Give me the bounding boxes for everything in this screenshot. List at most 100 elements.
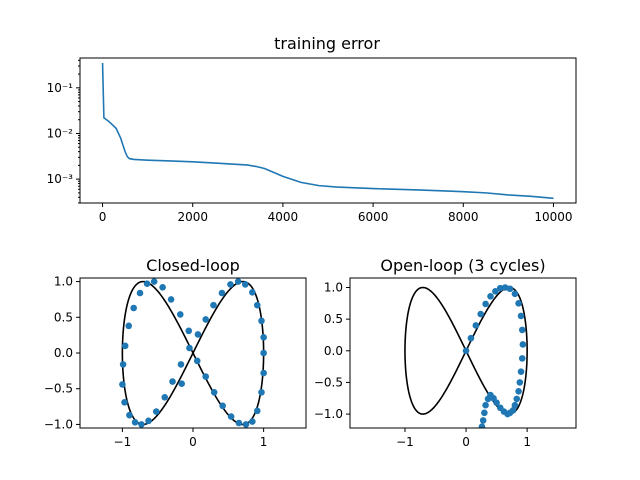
data-point — [130, 304, 137, 312]
data-point — [479, 417, 487, 424]
data-point — [467, 334, 475, 342]
axes-frame — [349, 277, 577, 429]
y-tick-label: 10⁻³ — [47, 172, 74, 186]
y-tick-label: −0.5 — [314, 375, 343, 389]
y-tick-label: −0.5 — [44, 382, 73, 396]
y-tick-label: 1.0 — [324, 280, 343, 294]
data-point — [515, 300, 522, 307]
data-point — [150, 278, 158, 285]
x-tick-label: 1 — [523, 435, 531, 449]
data-point — [227, 281, 234, 288]
data-point — [506, 285, 514, 293]
data-point — [492, 287, 499, 295]
data-point — [496, 404, 504, 412]
data-point — [126, 411, 133, 419]
training-error-panel: training error 0 2000 4000 6000 8000 10000 10⁻… — [47, 34, 577, 224]
x-tick-label: −1 — [114, 435, 132, 449]
data-point — [515, 387, 522, 395]
x-tick-label: 2000 — [177, 210, 208, 224]
data-point — [131, 418, 139, 426]
data-point — [478, 423, 486, 428]
y-tick-label: −1.0 — [314, 407, 343, 421]
data-point — [511, 401, 519, 409]
data-point — [194, 331, 202, 338]
x-tick-label: 1 — [260, 435, 268, 449]
chart-title: Open-loop (3 cycles) — [380, 256, 545, 275]
ticks-group: −1 0 1 −1.0 −0.5 0.0 0.5 1.0 — [44, 275, 268, 449]
data-point — [219, 402, 226, 410]
closed-loop-panel: Closed-loop −1 0 1 −1.0 −0.5 0.0 0.5 1.0 — [44, 256, 307, 449]
data-point — [227, 413, 235, 420]
x-tick-label: 10000 — [534, 210, 572, 224]
x-tick-label: 0 — [189, 435, 197, 449]
data-point — [249, 288, 256, 296]
plot-area — [119, 278, 267, 428]
y-tick-label: 0.5 — [54, 310, 73, 324]
y-tick-label: 0.0 — [324, 344, 343, 358]
data-point — [481, 409, 488, 417]
data-point — [119, 361, 127, 368]
data-point — [145, 417, 152, 425]
plot-area — [101, 62, 554, 200]
data-point — [260, 369, 267, 377]
x-tick-label: 0 — [99, 210, 107, 224]
y-tick-label: 0.0 — [54, 346, 73, 360]
data-point — [169, 378, 176, 385]
axes-frame — [79, 277, 307, 429]
reference-curve — [121, 280, 265, 426]
data-point — [482, 401, 489, 409]
data-point — [518, 326, 526, 334]
data-point — [177, 361, 185, 368]
y-tick-label: 1.0 — [54, 275, 73, 289]
data-point — [176, 311, 184, 318]
data-point — [152, 408, 160, 415]
x-tick-label: 0 — [462, 435, 470, 449]
data-point — [202, 373, 210, 380]
data-point — [234, 278, 242, 285]
data-point — [477, 310, 485, 318]
y-tick-label: 0.5 — [324, 312, 343, 326]
data-point — [519, 341, 527, 348]
data-point — [185, 327, 193, 335]
data-point — [193, 357, 201, 365]
chart-title: Closed-loop — [146, 256, 240, 275]
ticks-group: −1 0 1 −1.0 −0.5 0.0 0.5 1.0 — [314, 280, 531, 449]
data-point — [125, 322, 133, 330]
x-tick-label: 4000 — [268, 210, 299, 224]
data-point — [487, 293, 494, 300]
data-point — [121, 342, 129, 350]
data-point — [258, 388, 265, 396]
data-point — [121, 398, 128, 406]
y-tick-label: −1.0 — [44, 417, 73, 431]
data-point — [511, 290, 519, 298]
data-point — [202, 316, 210, 323]
data-point — [159, 283, 166, 291]
data-point — [517, 312, 525, 320]
data-point — [178, 380, 185, 388]
y-tick-label: 10⁻² — [47, 126, 74, 140]
data-point — [136, 289, 144, 297]
data-point — [119, 381, 126, 388]
data-point — [235, 419, 243, 427]
data-point — [260, 333, 267, 341]
data-point — [516, 379, 524, 386]
data-point — [513, 395, 521, 403]
ticks-group: 0 2000 4000 6000 8000 10000 10⁻³ 10⁻² 10⁻¹ — [47, 59, 573, 224]
data-point — [210, 388, 218, 396]
data-point — [186, 344, 193, 352]
series-line — [101, 62, 554, 200]
axes-frame — [79, 57, 577, 204]
data-point — [242, 421, 250, 428]
x-tick-label: 8000 — [448, 210, 479, 224]
data-point — [167, 296, 175, 303]
data-point — [241, 281, 249, 288]
x-tick-label: 6000 — [358, 210, 389, 224]
data-point — [260, 349, 267, 357]
data-point — [161, 393, 169, 401]
data-point — [258, 317, 265, 325]
data-point — [253, 301, 261, 309]
data-point — [482, 300, 489, 308]
y-tick-label: 10⁻¹ — [47, 81, 74, 95]
chart-title: training error — [274, 34, 380, 53]
